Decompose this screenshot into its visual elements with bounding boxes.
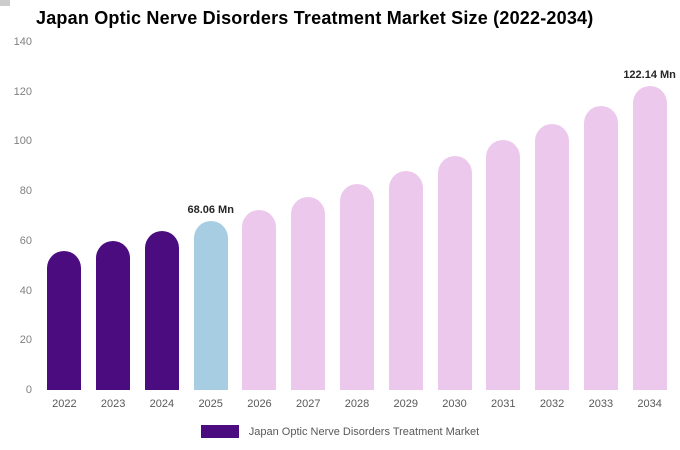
legend-label: Japan Optic Nerve Disorders Treatment Ma…	[248, 425, 480, 438]
corner-artifact	[0, 0, 10, 6]
bar-value-label: 68.06 Mn	[187, 203, 234, 216]
bar-2031	[486, 140, 521, 390]
y-axis-tick-label: 120	[13, 85, 32, 98]
x-axis-label: 2026	[247, 398, 272, 410]
legend-swatch	[200, 425, 239, 438]
bar-2032	[535, 123, 570, 390]
x-axis-label: 2024	[149, 398, 175, 410]
x-axis-label: 2025	[198, 398, 223, 410]
x-axis-label: 2030	[442, 398, 467, 410]
x-axis-label: 2022	[52, 398, 77, 410]
bar-2025	[193, 220, 228, 390]
y-axis-tick-label: 40	[19, 284, 32, 297]
x-axis-label: 2027	[295, 398, 321, 410]
bar-2022	[47, 250, 82, 390]
bar-2023	[96, 241, 131, 390]
x-axis-label: 2034	[637, 398, 662, 410]
y-axis-tick-label: 140	[13, 36, 32, 48]
y-axis-tick-label: 60	[19, 234, 32, 247]
legend: Japan Optic Nerve Disorders Treatment Ma…	[0, 425, 680, 438]
chart-title: Japan Optic Nerve Disorders Treatment Ma…	[36, 8, 594, 28]
x-axis-label: 2023	[100, 398, 126, 410]
y-axis-tick-label: 80	[19, 185, 32, 198]
bar-2028	[340, 184, 374, 390]
x-axis-label: 2031	[491, 398, 516, 410]
y-axis-tick-label: 100	[13, 135, 32, 148]
bar-2024	[144, 231, 179, 390]
x-axis-label: 2028	[344, 398, 370, 410]
bar-2027	[291, 197, 326, 390]
y-axis-tick-label: 0	[25, 384, 32, 396]
x-axis-label: 2029	[393, 398, 418, 410]
x-axis-label: 2032	[539, 398, 565, 410]
y-axis-tick-label: 20	[19, 334, 32, 347]
bar-2034	[632, 86, 667, 390]
bar-2029	[388, 170, 423, 390]
plot-area: 0 20 40 60 80 100 120 140 2022 2023 2024 2025 2026 20…	[14, 36, 676, 410]
bar-2033	[583, 105, 618, 390]
bar-2030	[437, 156, 472, 390]
bar-value-label: 122.14 Mn	[623, 69, 676, 82]
x-axis-label: 2033	[588, 398, 614, 410]
bar-2026	[242, 209, 277, 390]
